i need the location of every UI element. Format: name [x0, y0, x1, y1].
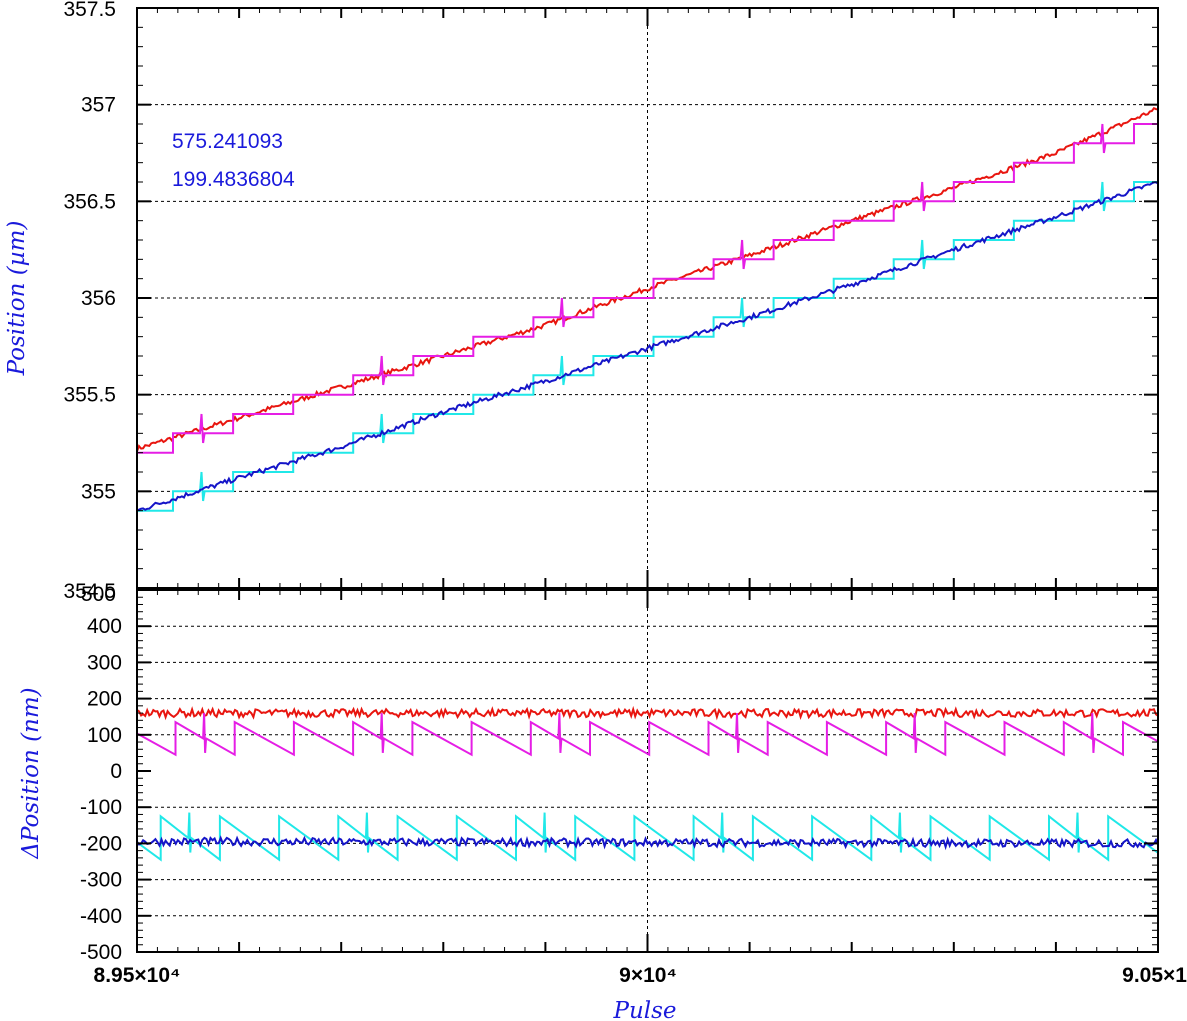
- axes-frame: [136, 7, 1159, 953]
- bottom-y-tick-label: -200: [80, 832, 122, 855]
- bottom-y-tick-label: -400: [80, 905, 122, 928]
- bottom-y-tick-label: 0: [110, 760, 122, 783]
- bottom-panel-series: [137, 705, 1158, 862]
- bottom-y-tick-label: 200: [87, 688, 122, 711]
- bottom-series-line-4: [137, 835, 1158, 851]
- tick-labels: 355 355.5 356 356.5 357 357.5 354.5 -500 -400 -30…: [63, 0, 1187, 987]
- bottom-y-axis-title: ΔPosition (nm): [18, 687, 44, 859]
- bottom-series-line-2: [137, 713, 1158, 757]
- top-series-line-2: [137, 123, 1158, 454]
- x-tick-label: 8.95×10⁴: [94, 964, 181, 987]
- bottom-y-tick-label: 300: [87, 651, 122, 674]
- bottom-series-line-3: [137, 812, 1158, 862]
- top-series-line-1: [137, 106, 1158, 452]
- bottom-y-tick-label: -100: [80, 796, 122, 819]
- top-y-tick-label: 356: [81, 287, 116, 310]
- top-y-tick-label: 356.5: [63, 190, 116, 213]
- bottom-y-tick-label: 500: [81, 583, 116, 606]
- bottom-y-tick-label: 400: [87, 615, 122, 638]
- bottom-y-tick-label: -300: [80, 869, 122, 892]
- bottom-y-tick-label: -500: [80, 941, 122, 964]
- top-panel-series: [137, 106, 1158, 512]
- bottom-series-line-1: [137, 705, 1158, 721]
- top-y-tick-label: 355.5: [63, 384, 116, 407]
- bottom-panel-grid: [137, 590, 1158, 952]
- x-axis-title: Pulse: [612, 998, 676, 1021]
- top-y-tick-label: 357: [81, 94, 116, 117]
- annotation-value-1: 575.241093: [172, 130, 283, 153]
- top-series-line-4: [137, 181, 1158, 512]
- bottom-y-tick-label: 100: [87, 724, 122, 747]
- x-tick-label: 9.05×1: [1122, 964, 1187, 987]
- top-y-tick-label-bottom: 354.5: [63, 580, 116, 603]
- top-y-tick-label: 355: [81, 480, 116, 503]
- top-y-axis-title: Position (µm): [4, 221, 30, 377]
- top-y-tick-label: 357.5: [63, 0, 116, 21]
- x-tick-label: 9×10⁴: [619, 964, 677, 987]
- annotation-value-2: 199.4836804: [172, 168, 295, 191]
